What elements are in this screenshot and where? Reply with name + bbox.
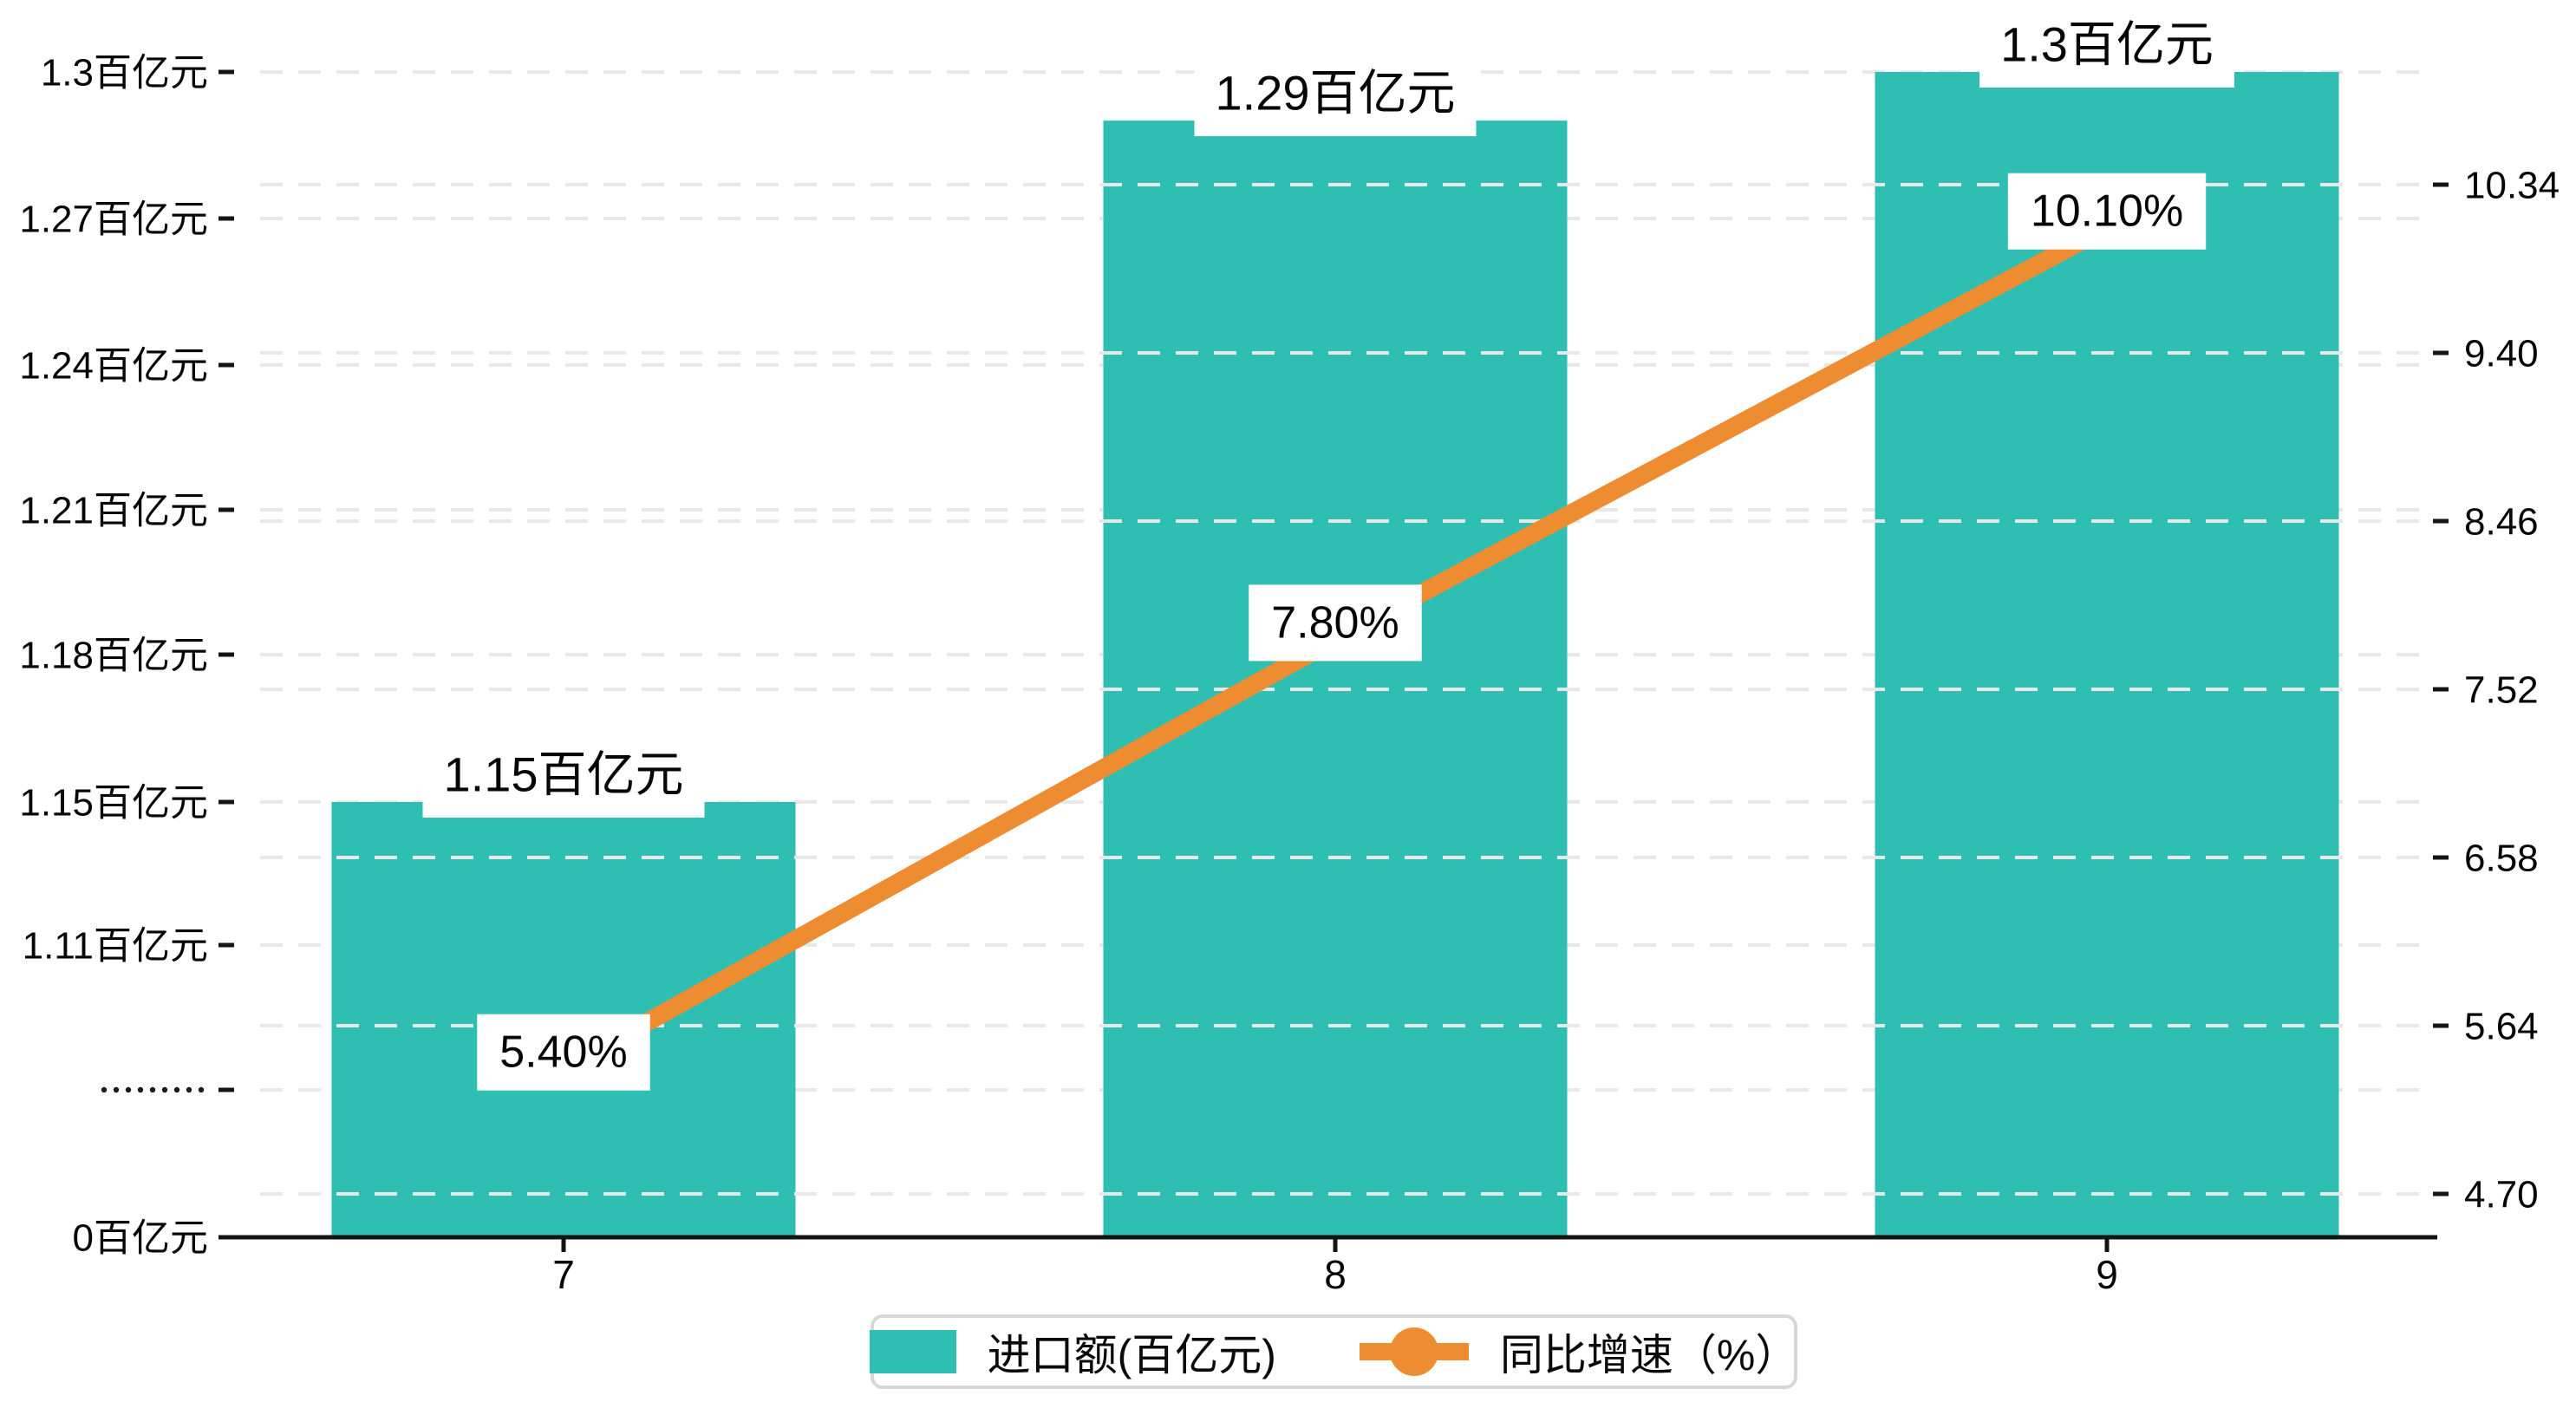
x-tick-label-9: 9 bbox=[2096, 1252, 2118, 1297]
bar-value-label: 1.15百亿元 bbox=[444, 747, 684, 802]
right-axis-tick-label: 5.64 bbox=[2464, 1005, 2539, 1047]
legend-item-label: 同比增速（%） bbox=[1499, 1331, 1799, 1379]
axis-break-dot bbox=[161, 1086, 168, 1093]
left-axis-tick-label: 1.15百亿元 bbox=[19, 781, 208, 824]
bar-month-9[interactable] bbox=[1875, 72, 2339, 1237]
axis-break-dot bbox=[198, 1086, 205, 1093]
left-axis-tick-label: 0百亿元 bbox=[73, 1216, 208, 1259]
line-point-label-box bbox=[1249, 584, 1422, 662]
x-tick-label-7: 7 bbox=[552, 1252, 575, 1297]
bar-value-label-box bbox=[422, 738, 705, 818]
legend-item-label: 进口额(百亿元) bbox=[987, 1331, 1276, 1379]
legend: 进口额(百亿元) 同比增速（%） bbox=[869, 1314, 1799, 1389]
line-point-label-box bbox=[477, 1014, 650, 1091]
legend-line-dot-swatch-icon bbox=[1359, 1327, 1469, 1376]
right-axis-tick-label: 10.34 bbox=[2464, 164, 2560, 206]
axis-break-dot bbox=[101, 1086, 108, 1093]
legend-item-import-amount[interactable]: 进口额(百亿元) bbox=[869, 1320, 1276, 1383]
axis-break-dot bbox=[186, 1086, 192, 1093]
x-tick-label-8: 8 bbox=[1324, 1252, 1347, 1297]
line-point-label[interactable]: 10.10% bbox=[2031, 186, 2183, 237]
legend-bar-swatch-icon bbox=[869, 1330, 956, 1373]
line-point-label[interactable]: 5.40% bbox=[499, 1027, 627, 1078]
bar-value-label-box bbox=[1979, 8, 2234, 88]
bar-month-8[interactable] bbox=[1103, 121, 1568, 1238]
legend-item-yoy-growth[interactable]: 同比增速（%） bbox=[1359, 1320, 1799, 1383]
left-axis-tick-label: 1.3百亿元 bbox=[41, 51, 208, 94]
axis-break-dot bbox=[173, 1086, 180, 1093]
left-axis-tick-label: 1.27百亿元 bbox=[19, 198, 208, 240]
bar-value-label: 1.3百亿元 bbox=[2000, 17, 2214, 72]
axis-break-dot bbox=[137, 1086, 144, 1093]
line-point-label[interactable]: 7.80% bbox=[1271, 597, 1399, 648]
line-point-label-box bbox=[2007, 173, 2207, 250]
left-axis-tick-label: 1.11百亿元 bbox=[23, 924, 208, 967]
right-axis-tick-label: 8.46 bbox=[2464, 500, 2539, 543]
left-axis-tick-label: 1.18百亿元 bbox=[19, 634, 208, 676]
left-axis-tick-label: 1.24百亿元 bbox=[19, 344, 208, 387]
right-axis-tick-label: 4.70 bbox=[2464, 1173, 2539, 1216]
right-axis-tick-label: 6.58 bbox=[2464, 837, 2539, 879]
bar-value-label: 1.29百亿元 bbox=[1216, 66, 1456, 121]
right-axis-tick-label: 9.40 bbox=[2464, 332, 2539, 375]
axis-break-dot bbox=[125, 1086, 132, 1093]
axis-break-dot bbox=[113, 1086, 120, 1093]
axis-break-dot bbox=[149, 1086, 156, 1093]
right-axis-tick-label: 7.52 bbox=[2464, 668, 2539, 711]
left-axis-tick-label: 1.21百亿元 bbox=[19, 489, 208, 531]
bar-value-label-box bbox=[1194, 56, 1477, 137]
